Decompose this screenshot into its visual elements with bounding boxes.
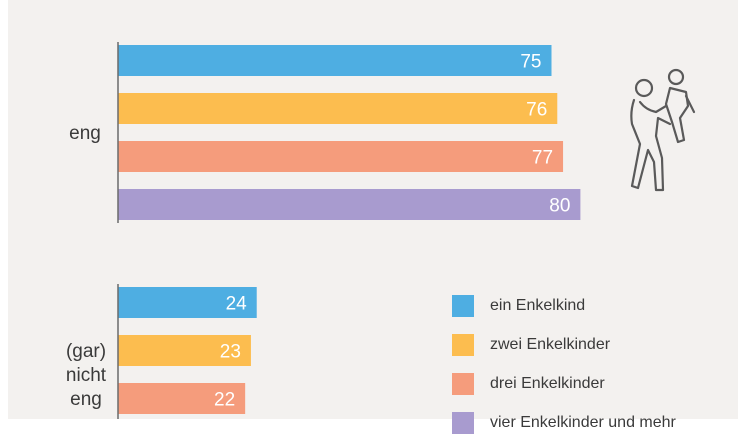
category-label-line: eng: [70, 389, 102, 410]
legend-label: ein Enkelkind: [490, 296, 586, 314]
data-label: 24: [226, 294, 248, 315]
bar: [118, 45, 552, 76]
data-label: 22: [214, 390, 235, 411]
data-label: 75: [520, 52, 541, 73]
data-label: 77: [532, 148, 553, 169]
data-label: 80: [549, 196, 570, 217]
legend-item: drei Enkelkinder: [452, 364, 746, 403]
legend-label: drei Enkelkinder: [490, 374, 605, 392]
legend-item: zwei Enkelkinder: [452, 325, 746, 364]
legend-swatch: [452, 333, 474, 356]
legend-item: ein Enkelkind: [452, 286, 746, 325]
category-label-nicht-eng: (gar) nicht eng: [48, 340, 124, 412]
category-label-line: nicht: [65, 365, 107, 386]
bar: [118, 93, 558, 124]
legend-swatch: [452, 411, 474, 434]
legend-item: vier Enkelkinder und mehr: [452, 403, 746, 442]
bar: [118, 287, 257, 318]
legend-swatch: [452, 294, 474, 317]
bar: [118, 383, 246, 414]
category-label-eng: eng: [69, 123, 101, 144]
legend-swatch: [452, 372, 474, 395]
bar-chart: 75 76 77 80 24 23 22: [117, 42, 581, 419]
grandparent-holding-child-icon: [630, 68, 696, 192]
data-label: 23: [220, 342, 241, 363]
category-label-line: (gar): [65, 341, 107, 362]
bar: [118, 335, 251, 366]
data-label: 76: [526, 100, 547, 121]
legend-label: vier Enkelkinder und mehr: [490, 413, 676, 431]
bar: [118, 141, 564, 172]
chart-panel: 75 76 77 80 24 23 22 eng (gar) nicht eng ein E…: [8, 0, 738, 434]
bar: [118, 189, 581, 220]
legend-label: zwei Enkelkinder: [490, 335, 611, 353]
